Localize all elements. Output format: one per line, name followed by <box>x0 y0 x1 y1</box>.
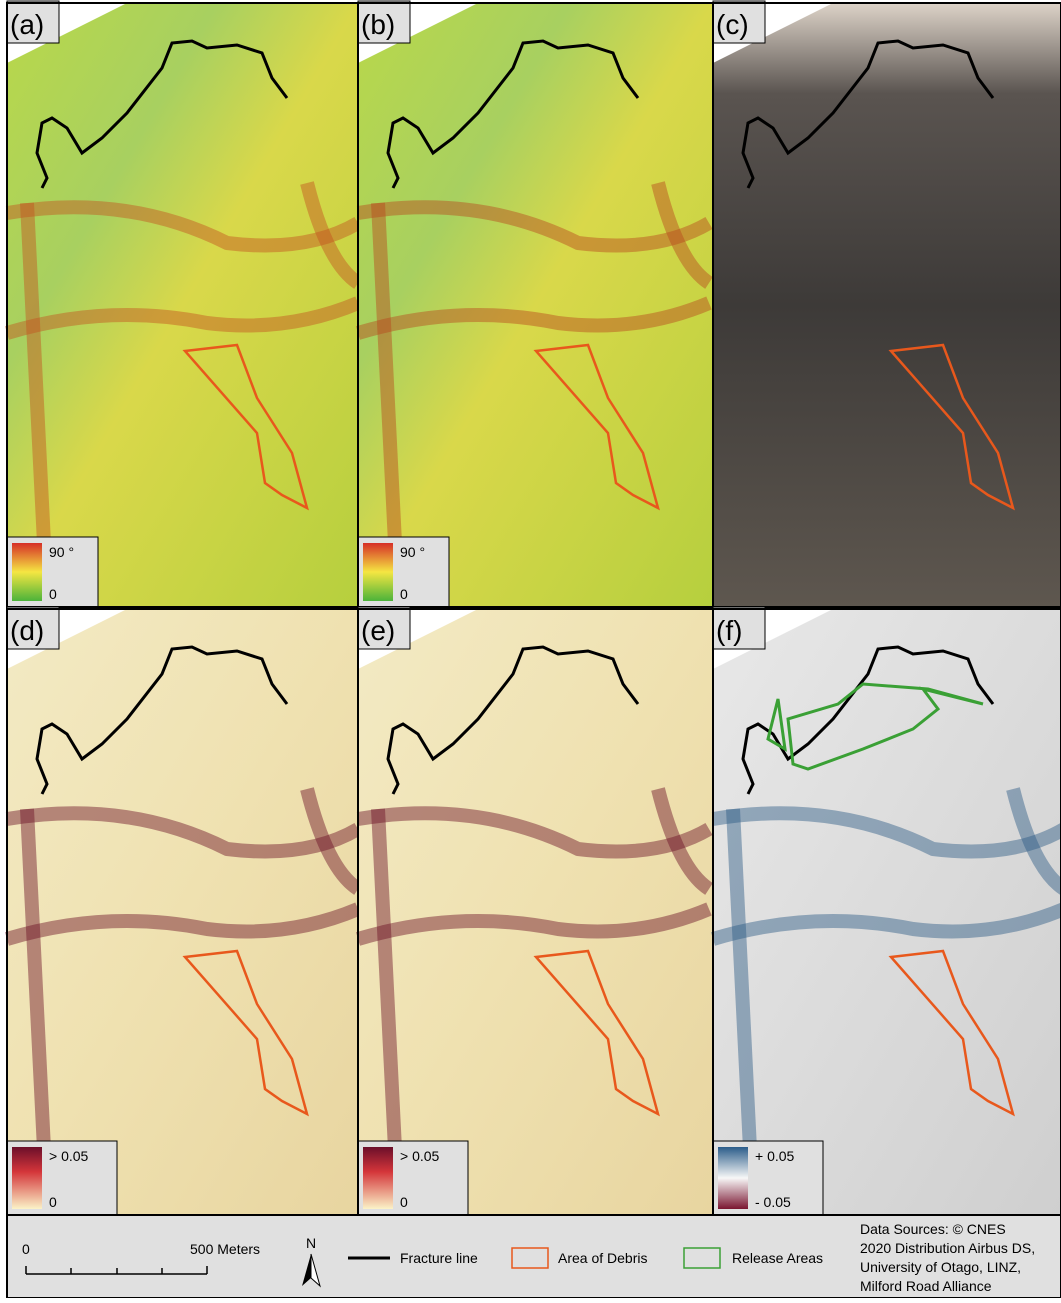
colorbar-min: 0 <box>400 1194 408 1210</box>
colorbar-max: > 0.05 <box>49 1148 89 1164</box>
scale-start: 0 <box>22 1241 30 1257</box>
source-line: Data Sources: © CNES <box>860 1221 1006 1237</box>
legend-item: Area of Debris <box>558 1250 647 1266</box>
panel-label: (d) <box>10 615 44 646</box>
panel-label: (e) <box>361 615 395 646</box>
panel-image <box>7 3 358 607</box>
colorbar <box>363 1147 393 1209</box>
source-line: Milford Road Alliance <box>860 1278 992 1294</box>
panel-label: (c) <box>716 9 749 40</box>
colorbar <box>718 1147 748 1209</box>
panels: (a)90 °0(b)90 °0(c)(d)> 0.050(e)> 0.050(… <box>7 1 1061 1215</box>
source-line: University of Otago, LINZ, <box>860 1259 1021 1275</box>
colorbar-min: 0 <box>400 586 408 602</box>
source-line: 2020 Distribution Airbus DS, <box>860 1240 1035 1256</box>
panel: (d) > 0.05 0 <box>7 607 358 1215</box>
colorbar-min: - 0.05 <box>755 1194 791 1210</box>
scale-end: 500 Meters <box>190 1241 260 1257</box>
panel: (b) 90 ° 0 <box>358 1 713 607</box>
panel-image <box>358 3 713 607</box>
panel-label: (b) <box>361 9 395 40</box>
colorbar <box>363 543 393 601</box>
legend-item: Release Areas <box>732 1250 823 1266</box>
colorbar-min: 0 <box>49 586 57 602</box>
panel-image <box>713 609 1061 1215</box>
legend-item: Fracture line <box>400 1250 478 1266</box>
figure: (a)90 °0(b)90 °0(c)(d)> 0.050(e)> 0.050(… <box>0 0 1061 1298</box>
colorbar-max: > 0.05 <box>400 1148 440 1164</box>
panel: (a) 90 ° 0 <box>7 1 358 607</box>
north-label: N <box>306 1235 316 1251</box>
panel: (f) + 0.05 - 0.05 <box>713 607 1061 1215</box>
colorbar-max: 90 ° <box>400 544 425 560</box>
panel-image <box>7 609 358 1215</box>
panel-image <box>713 3 1061 607</box>
panel-image <box>358 609 713 1215</box>
panel: (e) > 0.05 0 <box>358 607 713 1215</box>
colorbar-max: + 0.05 <box>755 1148 795 1164</box>
panel: (c) <box>713 1 1061 607</box>
panel-label: (a) <box>10 9 44 40</box>
colorbar <box>12 1147 42 1209</box>
colorbar-min: 0 <box>49 1194 57 1210</box>
panel-label: (f) <box>716 615 742 646</box>
bottom-legend: 0 500 Meters N Fracture line Area of Deb… <box>7 1215 1061 1298</box>
colorbar-max: 90 ° <box>49 544 74 560</box>
colorbar <box>12 543 42 601</box>
